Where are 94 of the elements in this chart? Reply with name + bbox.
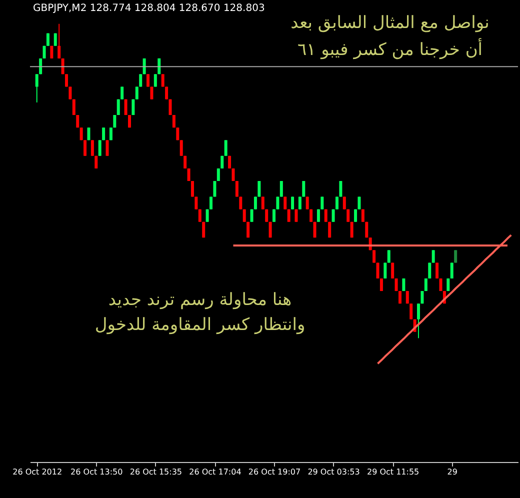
candlestick — [339, 180, 342, 198]
candlestick — [284, 196, 287, 210]
candlestick — [120, 86, 124, 100]
candlestick — [387, 250, 390, 264]
candlestick — [310, 208, 313, 222]
candlestick — [90, 140, 94, 156]
candlestick — [139, 74, 142, 88]
candlestick — [235, 180, 238, 198]
candlestick — [258, 180, 261, 198]
candlestick — [224, 140, 228, 156]
candlestick — [42, 45, 46, 59]
candlestick — [417, 303, 420, 339]
candlestick — [239, 196, 242, 210]
candlestick — [316, 208, 320, 222]
x-tick-label: 26 Oct 15:35 — [130, 468, 182, 476]
candlestick — [54, 32, 57, 46]
candlestick — [361, 208, 364, 222]
candlestick — [324, 208, 328, 222]
candlestick — [306, 196, 309, 210]
candlestick — [302, 180, 306, 198]
candlestick — [206, 208, 209, 222]
x-tick-label: 26 Oct 19:07 — [248, 468, 301, 476]
candlestick — [94, 155, 98, 169]
x-tick-label: 29 Oct 11:55 — [366, 468, 420, 476]
candlestick — [68, 86, 72, 100]
candlestick — [146, 74, 150, 88]
candlestick — [342, 196, 346, 210]
candlestick — [254, 196, 257, 210]
candlestick — [184, 155, 187, 169]
candlestick — [194, 196, 198, 210]
annotation: هنا محاولة رسم ترند جديد — [108, 290, 292, 310]
candlestick — [265, 208, 268, 222]
candlestick — [454, 250, 458, 264]
candlestick — [332, 208, 335, 222]
candlestick — [154, 74, 157, 88]
candlestick — [250, 208, 254, 222]
candlestick — [58, 23, 61, 59]
candlestick — [180, 140, 183, 156]
candlestick — [420, 290, 424, 304]
candlestick — [109, 127, 112, 141]
candlestick — [276, 196, 280, 210]
candlestick — [220, 155, 224, 169]
candlestick — [410, 303, 413, 320]
candlestick — [87, 127, 90, 141]
candlestick — [406, 290, 409, 304]
candlestick — [176, 127, 180, 141]
candlestick — [198, 208, 202, 222]
x-tick-label: 26 Oct 2012 — [12, 468, 62, 476]
candlestick — [46, 32, 50, 46]
candlestick — [436, 262, 439, 279]
candlestick — [165, 86, 168, 100]
candlestick — [320, 196, 324, 210]
candlestick — [102, 127, 106, 141]
candlestick — [76, 114, 80, 128]
x-tick-label: 26 Oct 17:04 — [189, 468, 242, 476]
x-tick-label: 29 — [447, 468, 458, 476]
candlestick — [287, 208, 290, 222]
candlestick — [294, 208, 298, 222]
candlestick — [228, 155, 232, 169]
candlestick — [261, 196, 264, 210]
candlestick — [135, 86, 138, 100]
candlestick — [346, 208, 350, 222]
candlestick — [213, 180, 216, 198]
candlestick — [35, 74, 38, 103]
candlestick — [372, 250, 376, 264]
annotation: أن خرجنا من كسر فيبو ٦١ — [297, 38, 483, 60]
annotation: وانتظار كسر المقاومة للدخول — [94, 315, 306, 335]
candlestick — [80, 127, 83, 141]
candlestick — [398, 290, 402, 304]
candlestick — [280, 180, 283, 198]
candlestick — [98, 140, 102, 156]
candlestick — [376, 262, 380, 279]
candlestick — [150, 86, 154, 100]
x-tick-label: 29 Oct 03:53 — [308, 468, 360, 476]
candlestick — [190, 180, 194, 198]
chart-title: GBPJPY,M2 128.774 128.804 128.670 128.803 — [33, 3, 265, 14]
candlestick — [106, 140, 109, 156]
candlestick — [450, 262, 454, 279]
candlestick — [242, 208, 246, 222]
candlestick — [161, 74, 164, 88]
candlestick — [291, 196, 294, 210]
candlestick — [432, 250, 435, 264]
candlestick — [298, 196, 302, 210]
candlestick — [391, 262, 394, 279]
x-tick-label: 26 Oct 13:50 — [70, 468, 123, 476]
candlestick — [84, 140, 87, 156]
candlestick — [384, 262, 387, 279]
candlestick — [113, 114, 116, 128]
candlestick — [358, 196, 361, 210]
candlestick — [50, 45, 54, 59]
annotation: نواصل مع المثال السابق بعد — [290, 13, 490, 33]
candlestick — [354, 208, 358, 222]
candlestick — [172, 114, 176, 128]
candlestick — [428, 262, 432, 279]
